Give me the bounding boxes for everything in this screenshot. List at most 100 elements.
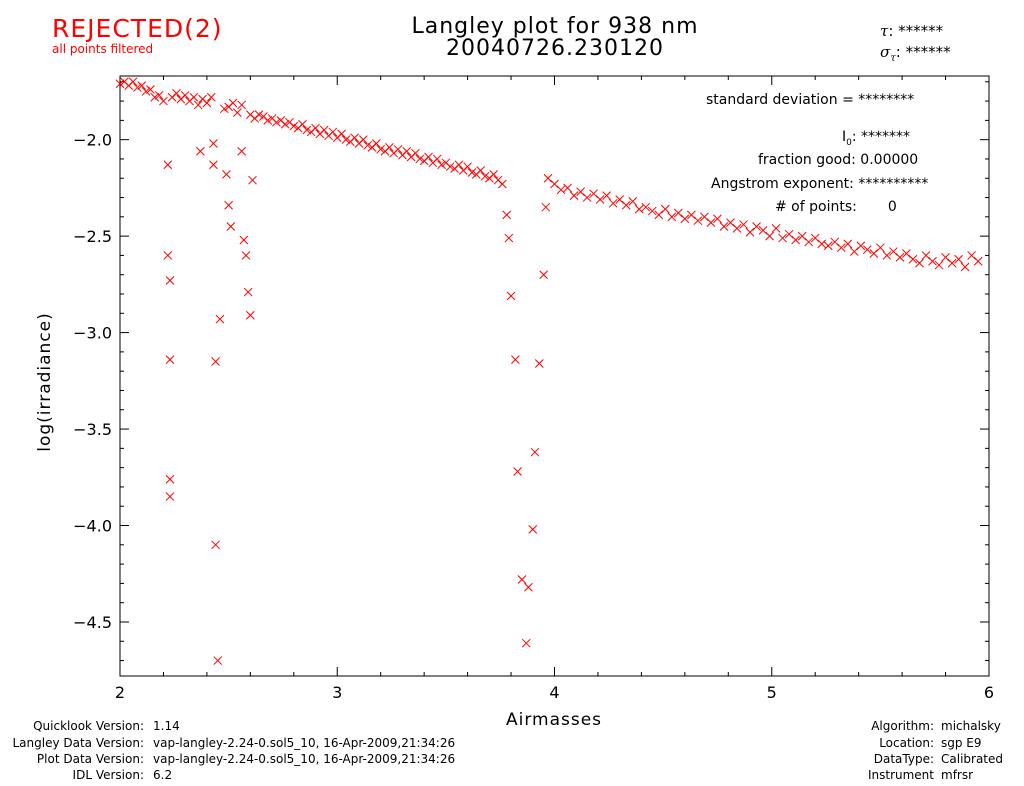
data-point-marker: [241, 251, 251, 260]
x-tick-label: 6: [984, 683, 994, 702]
data-point-marker: [211, 540, 220, 550]
footer-label-algorithm: Algorithm:: [871, 719, 934, 733]
tau-readout: τ: ******: [880, 22, 943, 40]
data-point-marker: [211, 357, 220, 366]
data-point-marker: [165, 355, 175, 364]
data-point-marker: [165, 474, 175, 484]
data-point-marker: [700, 212, 709, 222]
y-tick-label: −3.5: [73, 420, 112, 439]
data-point-marker: [628, 197, 638, 206]
data-point-marker: [280, 119, 290, 129]
data-point-marker: [843, 239, 853, 249]
data-point-marker: [830, 237, 840, 247]
data-point-marker: [402, 146, 412, 156]
data-point-marker: [921, 251, 931, 260]
data-point-marker: [454, 160, 464, 170]
data-point-marker: [856, 241, 866, 251]
sigma-tau-readout: στ: ******: [880, 43, 951, 64]
data-point-marker: [237, 146, 247, 156]
data-point-marker: [876, 243, 885, 253]
x-tick-label: 3: [332, 683, 342, 702]
data-point-marker: [569, 191, 579, 200]
plot-title: Langley plot for 938 nm 20040726.230120: [330, 16, 780, 60]
data-point-marker: [778, 233, 787, 243]
data-point-marker: [680, 214, 690, 224]
data-point-marker: [687, 210, 696, 220]
footer-value-langley: vap-langley-2.24-0.sol5_10, 16-Apr-2009,…: [153, 736, 456, 750]
footer-label-quicklook: Quicklook Version:: [33, 719, 144, 733]
footer-label-location: Location:: [879, 736, 934, 750]
data-point-marker: [745, 227, 755, 237]
footer-label-instrument: Instrument: [867, 768, 934, 782]
axes: 2 3 4 5 6 −2.0 −2.5 −3.0 −3.5 −4.0 −4.5: [73, 76, 994, 702]
data-point-marker: [576, 187, 585, 197]
points-value: 0: [887, 199, 897, 215]
data-point-marker: [213, 656, 223, 665]
data-point-marker: [823, 241, 833, 251]
data-point-marker: [137, 81, 147, 90]
data-point-marker: [415, 154, 425, 164]
tau-value: : ******: [888, 22, 944, 40]
data-point-marker: [219, 104, 229, 114]
data-point-marker: [193, 100, 203, 110]
data-point-marker: [550, 179, 559, 189]
data-point-marker: [719, 222, 729, 231]
data-point-marker: [543, 173, 553, 183]
points-count: # of points: 0: [775, 199, 897, 215]
data-point-marker: [232, 108, 242, 118]
data-point-marker: [882, 251, 892, 260]
data-point-marker: [521, 638, 531, 648]
y-axis-title: log(irradiance): [35, 312, 55, 452]
data-point-marker: [263, 116, 273, 125]
data-point-marker: [621, 200, 631, 210]
i0-subscript: 0: [846, 137, 852, 148]
data-point-marker: [393, 144, 403, 154]
data-point-marker: [319, 125, 329, 135]
data-point-marker: [248, 175, 257, 185]
data-point-marker: [941, 252, 950, 262]
data-point-marker: [660, 204, 670, 214]
data-point-marker: [189, 92, 199, 102]
plot-title-line1: Langley plot for 938 nm: [411, 14, 699, 39]
data-point-marker: [902, 249, 911, 258]
i0-readout: I0: *******: [842, 129, 910, 148]
data-point-marker: [739, 220, 748, 229]
data-point-marker: [150, 92, 160, 102]
data-point-marker: [862, 245, 872, 254]
data-point-marker: [582, 193, 592, 202]
data-point-marker: [341, 135, 351, 145]
data-point-marker: [973, 256, 983, 266]
data-point-marker: [202, 98, 212, 108]
sigma-subscript: τ: [890, 53, 896, 64]
data-point-marker: [463, 162, 472, 172]
data-point-marker: [541, 202, 551, 212]
data-point-marker: [889, 247, 898, 256]
data-point-marker: [180, 90, 190, 100]
data-point-marker: [498, 179, 507, 189]
footer-value-location: sgp E9: [941, 736, 982, 750]
data-point-marker: [528, 525, 538, 534]
data-point-marker: [791, 235, 801, 245]
data-point-marker: [302, 125, 312, 135]
data-point-marker: [237, 100, 247, 110]
data-point-marker: [224, 200, 233, 210]
data-point-marker: [771, 224, 781, 233]
i0-label: I: [842, 129, 847, 145]
data-point-marker: [209, 160, 218, 170]
footer-label-datatype: DataType:: [873, 752, 934, 766]
data-point-marker: [215, 314, 225, 324]
angstrom-exponent: Angstrom exponent: **********: [711, 176, 929, 192]
data-point-marker: [476, 166, 485, 175]
data-point-marker: [311, 123, 320, 133]
data-point-marker: [647, 206, 657, 216]
data-point-marker: [133, 83, 142, 92]
data-point-marker: [817, 239, 827, 249]
data-point-marker: [849, 247, 859, 256]
data-point-marker: [372, 139, 381, 148]
footer-value-idl: 6.2: [153, 768, 173, 782]
i0-value: : *******: [851, 129, 911, 145]
data-point-marker: [146, 85, 155, 94]
data-point-marker: [467, 168, 477, 177]
data-point-marker: [385, 143, 394, 152]
data-point-marker: [350, 133, 359, 143]
